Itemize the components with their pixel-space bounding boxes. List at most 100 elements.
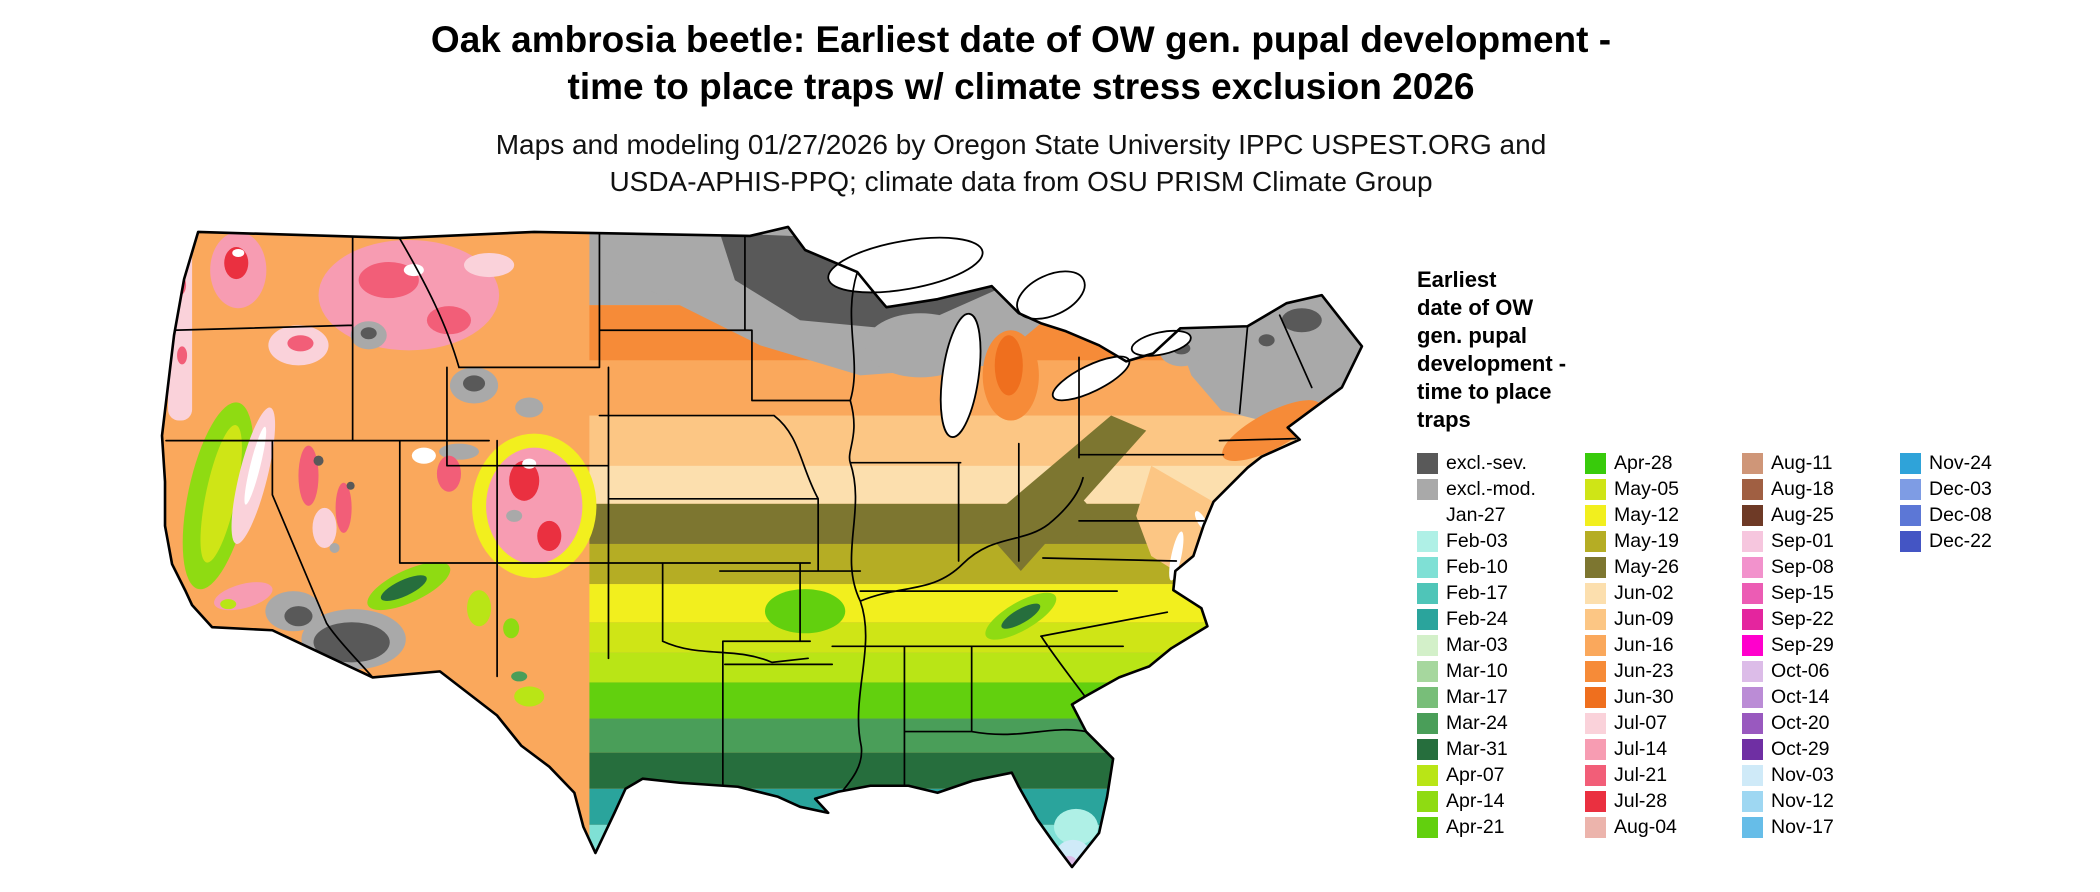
legend-swatch xyxy=(1417,817,1438,839)
legend-swatch xyxy=(1742,609,1763,631)
legend-item: Jun-16 xyxy=(1585,633,1742,659)
legend-swatch xyxy=(1585,817,1606,839)
legend-label: Mar-24 xyxy=(1446,712,1508,735)
legend-column: Nov-24 Dec-03 Dec-08 Dec-22 xyxy=(1900,451,2050,841)
west-features xyxy=(168,231,597,707)
legend-item: Jul-28 xyxy=(1585,789,1742,815)
legend-swatch xyxy=(1585,505,1606,527)
legend-label: Jun-02 xyxy=(1614,582,1674,605)
legend-label: Jun-23 xyxy=(1614,660,1674,683)
legend-swatch xyxy=(1585,531,1606,553)
legend-swatch xyxy=(1417,453,1438,475)
legend-item: Feb-17 xyxy=(1417,581,1585,607)
legend-label: May-05 xyxy=(1614,478,1680,501)
legend-swatch xyxy=(1742,505,1763,527)
legend-item: Oct-06 xyxy=(1742,659,1900,685)
lake-michigan xyxy=(939,312,982,438)
legend-swatch xyxy=(1417,609,1438,631)
legend-label: Feb-17 xyxy=(1446,582,1508,605)
legend-label: excl.-mod. xyxy=(1446,478,1536,501)
legend-item: excl.-mod. xyxy=(1417,477,1585,503)
legend-item: Jul-07 xyxy=(1585,711,1742,737)
legend-item: Feb-24 xyxy=(1417,607,1585,633)
legend-swatch xyxy=(1742,687,1763,709)
map-fill-layers xyxy=(162,226,1362,868)
legend-item: Sep-01 xyxy=(1742,529,1900,555)
legend-label: excl.-sev. xyxy=(1446,452,1527,475)
legend-label: Oct-20 xyxy=(1771,712,1830,735)
legend-item: Jan-27 xyxy=(1417,503,1585,529)
legend-swatch xyxy=(1417,687,1438,709)
legend-swatch xyxy=(1900,479,1921,501)
legend-label: Mar-10 xyxy=(1446,660,1508,683)
legend-swatch xyxy=(1417,635,1438,657)
legend-label: Oct-06 xyxy=(1771,660,1830,683)
legend-item: Apr-07 xyxy=(1417,763,1585,789)
legend-swatch xyxy=(1585,687,1606,709)
legend-swatch xyxy=(1585,609,1606,631)
legend-item: Sep-29 xyxy=(1742,633,1900,659)
legend-swatch xyxy=(1742,739,1763,761)
legend-label: Feb-03 xyxy=(1446,530,1508,553)
legend-item: Nov-03 xyxy=(1742,763,1900,789)
legend-label: Jan-27 xyxy=(1446,504,1506,527)
legend-item: Jun-30 xyxy=(1585,685,1742,711)
legend-item: Oct-20 xyxy=(1742,711,1900,737)
legend-swatch xyxy=(1742,661,1763,683)
legend-item: Feb-10 xyxy=(1417,555,1585,581)
map-subtitle-line1: Maps and modeling 01/27/2026 by Oregon S… xyxy=(495,128,1547,160)
legend-item: May-19 xyxy=(1585,529,1742,555)
legend-swatch xyxy=(1417,765,1438,787)
legend-label: Aug-18 xyxy=(1771,478,1834,501)
us-map-svg xyxy=(160,225,1364,869)
legend-item: Apr-21 xyxy=(1417,815,1585,841)
map-title-line2: time to place traps w/ climate stress ex… xyxy=(567,66,1475,108)
legend-label: Apr-07 xyxy=(1446,764,1505,787)
legend-swatch xyxy=(1742,765,1763,787)
legend-label: Mar-03 xyxy=(1446,634,1508,657)
legend-label: Feb-24 xyxy=(1446,608,1508,631)
legend-swatch xyxy=(1585,791,1606,813)
legend-item: Jun-09 xyxy=(1585,607,1742,633)
legend-item: Jul-14 xyxy=(1585,737,1742,763)
legend-label: Nov-24 xyxy=(1929,452,1992,475)
legend-label: May-19 xyxy=(1614,530,1680,553)
legend-item: May-26 xyxy=(1585,555,1742,581)
legend-column: Apr-28 May-05 May-12 May-19 May-26 Jun-02 Jun-… xyxy=(1585,451,1742,841)
lake-superior xyxy=(827,236,984,294)
legend-column: excl.-sev. excl.-mod. Jan-27 Feb-03 Feb-10 Fe… xyxy=(1417,451,1585,841)
legend-swatch xyxy=(1742,531,1763,553)
legend-label: Jul-28 xyxy=(1614,790,1668,813)
legend-label: Sep-29 xyxy=(1771,634,1834,657)
legend-item: Dec-08 xyxy=(1900,503,2050,529)
legend-label: Apr-21 xyxy=(1446,816,1505,839)
legend-item: Jun-02 xyxy=(1585,581,1742,607)
header: Oak ambrosia beetle: Earliest date of OW… xyxy=(0,16,2042,201)
legend-swatch xyxy=(1585,479,1606,501)
legend-item: Mar-03 xyxy=(1417,633,1585,659)
legend-swatch xyxy=(1585,635,1606,657)
legend-item: Sep-08 xyxy=(1742,555,1900,581)
legend-label: Apr-28 xyxy=(1614,452,1673,475)
legend-item: Nov-12 xyxy=(1742,789,1900,815)
legend-swatch xyxy=(1417,739,1438,761)
legend-swatch xyxy=(1742,791,1763,813)
legend-item: Dec-03 xyxy=(1900,477,2050,503)
legend-label: Nov-17 xyxy=(1771,816,1834,839)
legend-label: Aug-11 xyxy=(1771,452,1833,475)
legend-columns: excl.-sev. excl.-mod. Jan-27 Feb-03 Feb-10 Fe… xyxy=(1417,451,2085,841)
great-lakes xyxy=(827,236,1208,581)
legend-swatch xyxy=(1742,453,1763,475)
legend-label: Jul-14 xyxy=(1614,738,1668,761)
state-borders xyxy=(165,229,1313,806)
us-outline xyxy=(160,225,1364,869)
us-map xyxy=(158,224,1382,888)
legend-swatch xyxy=(1585,739,1606,761)
legend-swatch xyxy=(1585,453,1606,475)
legend-label: Mar-31 xyxy=(1446,738,1508,761)
legend-swatch xyxy=(1417,713,1438,735)
legend-label: Nov-03 xyxy=(1771,764,1834,787)
legend-item: Mar-24 xyxy=(1417,711,1585,737)
legend-swatch xyxy=(1742,713,1763,735)
map-subtitle: Maps and modeling 01/27/2026 by Oregon S… xyxy=(0,127,2042,201)
